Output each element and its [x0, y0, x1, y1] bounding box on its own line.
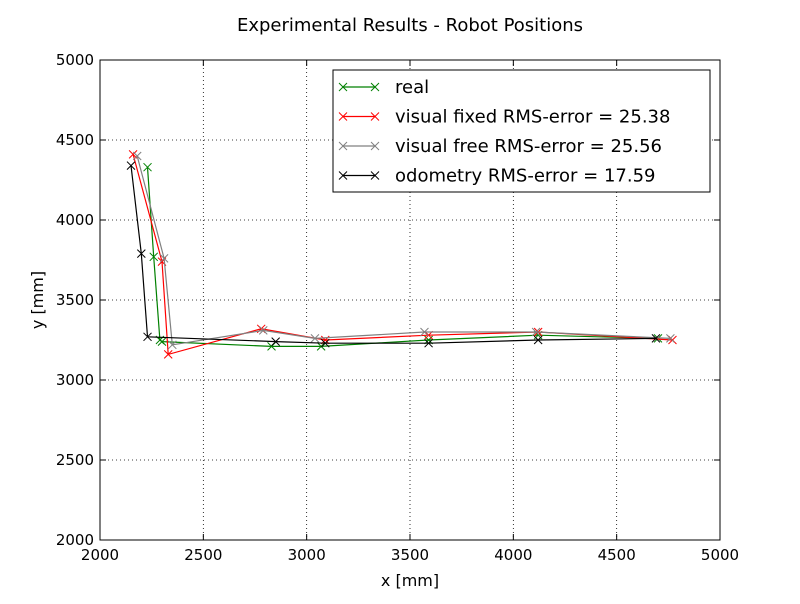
data-point: [320, 338, 330, 348]
chart-title: Experimental Results - Robot Positions: [237, 15, 583, 36]
data-point: [666, 334, 675, 343]
x-marker-stroke: [271, 337, 281, 346]
x-marker-stroke: [320, 338, 330, 348]
series-line: [136, 155, 671, 346]
data-point: [143, 332, 152, 342]
y-tick-label: 4000: [56, 211, 94, 229]
legend-marker: [338, 82, 348, 92]
data-point: [143, 162, 152, 172]
legend-marker: [370, 112, 380, 121]
series-3: [132, 151, 675, 350]
series-line: [130, 165, 656, 344]
legend-entry: visual free RMS-error = 25.56: [338, 136, 662, 157]
y-axis-label: y [mm]: [28, 271, 47, 329]
x-marker-stroke: [128, 150, 138, 159]
legend-label: visual fixed RMS-error = 25.38: [395, 107, 670, 128]
x-tick-label: 5000: [701, 546, 739, 564]
x-marker-stroke: [310, 334, 320, 343]
legend-marker: [370, 171, 380, 180]
x-marker-stroke: [370, 112, 380, 121]
x-marker-stroke: [666, 334, 675, 343]
y-tick-label: 5000: [56, 51, 94, 69]
data-point: [126, 161, 136, 170]
x-marker-stroke: [531, 327, 541, 337]
x-tick-label: 2000: [81, 546, 119, 564]
legend-marker: [370, 141, 380, 151]
legend-label: odometry RMS-error = 17.59: [395, 166, 655, 187]
x-marker-stroke: [651, 334, 661, 343]
x-tick-label: 3500: [391, 546, 429, 564]
y-tick-label: 3500: [56, 291, 94, 309]
x-marker-stroke: [338, 82, 348, 92]
legend-entry: visual fixed RMS-error = 25.38: [338, 107, 670, 128]
x-marker-stroke: [424, 338, 433, 348]
x-tick-label: 2500: [184, 546, 222, 564]
data-point: [531, 327, 541, 337]
x-marker-stroke: [420, 327, 429, 337]
data-point: [651, 334, 661, 343]
legend-marker: [338, 141, 348, 151]
legend-label: visual free RMS-error = 25.56: [395, 136, 662, 157]
x-tick-label: 3000: [288, 546, 326, 564]
x-marker-stroke: [132, 151, 142, 161]
legend-marker: [338, 112, 348, 121]
data-point: [258, 326, 268, 335]
data-point: [149, 252, 159, 262]
data-point: [163, 350, 173, 359]
x-marker-stroke: [338, 141, 348, 151]
legend: real visual fixed RMS-error = 25.38 visual…: [332, 69, 711, 193]
x-tick-label: 4000: [494, 546, 532, 564]
legend-box: [332, 69, 711, 193]
x-marker-stroke: [370, 141, 380, 151]
x-marker-stroke: [159, 254, 169, 263]
x-marker-stroke: [370, 82, 380, 92]
y-tick-label: 3000: [56, 371, 94, 389]
x-axis-label: x [mm]: [381, 571, 439, 590]
series-layer: [126, 150, 677, 359]
legend-entry: odometry RMS-error = 17.59: [338, 166, 655, 187]
y-tick-label: 2500: [56, 451, 94, 469]
data-point: [533, 335, 543, 345]
y-tick-label: 4500: [56, 131, 94, 149]
legend-marker: [338, 171, 348, 180]
x-marker-stroke: [136, 249, 146, 258]
y-tick-label: 2000: [56, 531, 94, 549]
x-tick-label: 4500: [598, 546, 636, 564]
x-marker-stroke: [338, 171, 348, 180]
x-marker-stroke: [163, 350, 173, 359]
x-marker-stroke: [533, 335, 543, 345]
data-point: [310, 334, 320, 343]
x-marker-stroke: [338, 112, 348, 121]
legend-label: real: [395, 77, 429, 98]
x-marker-stroke: [143, 332, 152, 342]
x-marker-stroke: [370, 171, 380, 180]
data-point: [167, 340, 177, 350]
x-marker-stroke: [167, 340, 177, 350]
x-marker-stroke: [126, 161, 136, 170]
data-point: [132, 151, 142, 161]
tick-layer: 2000 2500 3000 3500 4000 4500 5000 2000 2500 3000…: [56, 51, 739, 564]
x-marker-stroke: [143, 162, 152, 172]
legend-marker: [370, 82, 380, 92]
legend-entry: real: [338, 77, 429, 98]
x-marker-stroke: [149, 252, 159, 262]
data-point: [159, 254, 169, 263]
data-point: [420, 327, 429, 337]
series-4: [126, 161, 661, 348]
data-point: [271, 337, 281, 346]
x-marker-stroke: [258, 326, 268, 335]
data-point: [424, 338, 433, 348]
data-point: [136, 249, 146, 258]
